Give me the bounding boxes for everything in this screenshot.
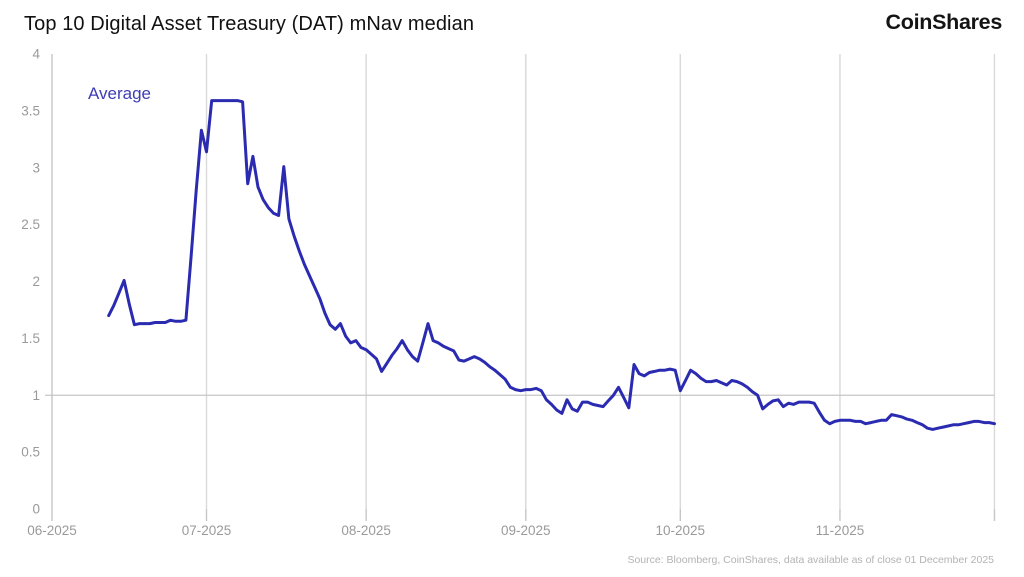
x-tick-label: 07-2025: [182, 523, 232, 538]
x-tick-label: 08-2025: [341, 523, 391, 538]
y-tick-label: 2: [32, 274, 40, 289]
x-tick-label: 09-2025: [501, 523, 551, 538]
x-tick-label: 11-2025: [816, 523, 865, 538]
y-tick-label: 1: [32, 388, 40, 403]
source-note: Source: Bloomberg, CoinShares, data avai…: [627, 554, 994, 566]
y-tick-label: 3: [32, 160, 40, 175]
coinshares-logo: CoinShares: [885, 10, 1003, 34]
y-tick-label: 1.5: [21, 331, 40, 346]
x-tick-label: 10-2025: [656, 523, 706, 538]
y-tick-label: 2.5: [21, 217, 40, 232]
page-title: Top 10 Digital Asset Treasury (DAT) mNav…: [24, 13, 475, 35]
series-line-average: [107, 99, 996, 431]
y-tick-label: 0.5: [21, 445, 40, 460]
x-tick-label: 06-2025: [27, 523, 77, 538]
legend-average-label: Average: [88, 84, 152, 103]
y-tick-label: 4: [32, 47, 40, 62]
y-tick-label: 0: [32, 502, 40, 517]
y-tick-label: 3.5: [21, 103, 40, 118]
